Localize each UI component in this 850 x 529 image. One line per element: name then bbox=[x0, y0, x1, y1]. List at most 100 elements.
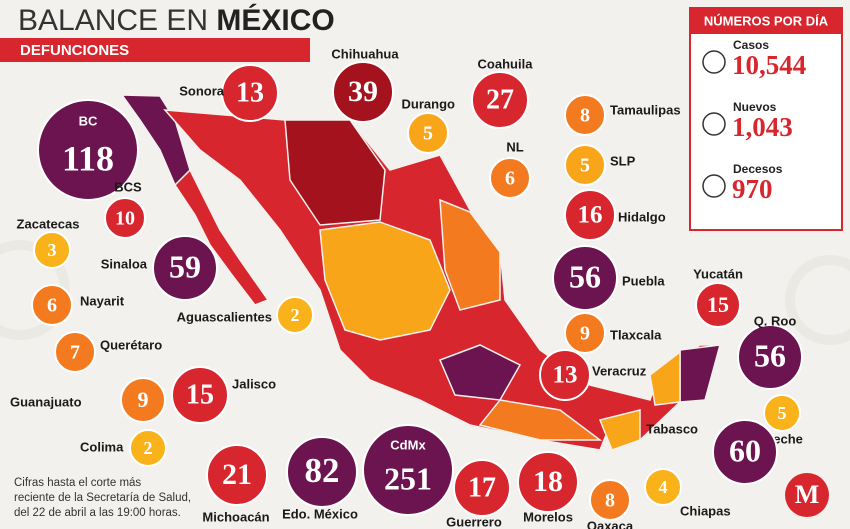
state-bubble bbox=[489, 157, 531, 199]
state-deaths: 9 bbox=[138, 387, 149, 412]
state-name: CdMx bbox=[390, 437, 426, 452]
yucatan-area bbox=[679, 344, 722, 403]
campeche-area bbox=[649, 350, 681, 406]
state-bubble bbox=[206, 444, 268, 506]
state-name: Q. Roo bbox=[754, 313, 797, 328]
sidebar-title: NÚMEROS POR DÍA bbox=[704, 13, 829, 28]
state-bubble bbox=[120, 377, 166, 423]
state-deaths: 56 bbox=[569, 258, 601, 294]
state-bubble bbox=[453, 459, 511, 517]
state-deaths: 82 bbox=[305, 451, 340, 490]
sidebar-value: 1,043 bbox=[732, 112, 793, 142]
subtitle: DEFUNCIONES bbox=[20, 42, 129, 59]
state-name: Edo. México bbox=[282, 506, 358, 521]
state-bubble bbox=[152, 235, 218, 301]
state-name: Tlaxcala bbox=[610, 327, 662, 342]
state-deaths: 5 bbox=[580, 155, 590, 177]
logo: M bbox=[795, 480, 820, 509]
state-deaths: 9 bbox=[580, 323, 590, 345]
state-name: Guerrero bbox=[446, 514, 502, 529]
state-name: Michoacán bbox=[202, 509, 269, 524]
state-deaths: 5 bbox=[778, 403, 787, 423]
state-bubble bbox=[589, 479, 631, 521]
state-name: Nayarit bbox=[80, 293, 125, 308]
sidebar-label: Decesos bbox=[733, 162, 783, 176]
state-bubble bbox=[564, 312, 606, 354]
state-bubble bbox=[644, 468, 682, 506]
northeast-area bbox=[439, 198, 501, 311]
sidebar-icon bbox=[702, 174, 726, 198]
state-name: Coahuila bbox=[478, 56, 534, 71]
state-bubble bbox=[539, 349, 591, 401]
state-deaths: 16 bbox=[578, 202, 603, 229]
state-name: NL bbox=[506, 139, 523, 154]
footnote-line: del 22 de abril a las 19:00 horas. bbox=[14, 507, 181, 519]
state-name: Querétaro bbox=[100, 337, 162, 352]
sidebar-label: Nuevos bbox=[733, 100, 777, 114]
state-bubble bbox=[129, 429, 167, 467]
state-name: Veracruz bbox=[592, 363, 647, 378]
state-name: Zacatecas bbox=[17, 216, 80, 231]
state-bubble bbox=[332, 61, 394, 123]
state-bubble bbox=[517, 451, 579, 513]
state-bubble bbox=[552, 245, 618, 311]
state-deaths: 27 bbox=[486, 84, 514, 115]
sidebar-icon bbox=[702, 50, 726, 74]
state-bubble bbox=[54, 331, 96, 373]
state-bubble bbox=[564, 144, 606, 186]
title-bold: MÉXICO bbox=[216, 3, 334, 37]
sidebar-box bbox=[689, 7, 843, 231]
footnote-line: reciente de la Secretaría de Salud, bbox=[14, 492, 191, 504]
state-name: Sinaloa bbox=[101, 256, 148, 271]
state-name: SLP bbox=[610, 153, 636, 168]
state-deaths: 6 bbox=[505, 168, 515, 190]
state-name: Morelos bbox=[523, 509, 573, 524]
state-bubble bbox=[221, 64, 279, 122]
state-bubble bbox=[564, 189, 616, 241]
state-name: Durango bbox=[402, 96, 456, 111]
state-bubble bbox=[407, 112, 449, 154]
state-deaths: 3 bbox=[48, 240, 57, 260]
state-deaths: 13 bbox=[553, 362, 578, 389]
chiapas-area bbox=[598, 409, 641, 451]
state-name: Puebla bbox=[622, 273, 665, 288]
state-name: Sonora bbox=[179, 83, 225, 98]
state-deaths: 59 bbox=[169, 248, 201, 284]
state-bubble bbox=[695, 282, 741, 328]
map bbox=[120, 94, 722, 451]
state-bubble bbox=[763, 394, 801, 432]
state-deaths: 17 bbox=[468, 472, 496, 503]
state-name: Oaxaca bbox=[587, 518, 634, 529]
state-name: Colima bbox=[80, 439, 124, 454]
state-bubble bbox=[286, 436, 358, 508]
state-bubble bbox=[33, 231, 71, 269]
state-deaths: 2 bbox=[291, 305, 300, 325]
state-bubble bbox=[171, 366, 229, 424]
footnote-line: Cifras hasta el corte más bbox=[14, 477, 141, 489]
oaxaca-area bbox=[478, 399, 603, 441]
state-name: Chihuahua bbox=[331, 46, 399, 61]
state-name: Tabasco bbox=[646, 421, 698, 436]
state-deaths: 56 bbox=[754, 337, 786, 373]
state-bubble bbox=[564, 94, 606, 136]
state-name: Yucatán bbox=[693, 266, 743, 281]
state-deaths: 2 bbox=[144, 438, 153, 458]
state-deaths: 10 bbox=[115, 208, 135, 230]
sidebar-value: 970 bbox=[732, 174, 773, 204]
state-bubble bbox=[37, 99, 139, 201]
state-name: Hidalgo bbox=[618, 209, 666, 224]
footnote: Cifras hasta el corte más reciente de la … bbox=[14, 477, 191, 519]
state-name: Tamaulipas bbox=[610, 102, 681, 117]
state-bubble bbox=[276, 296, 314, 334]
title: BALANCE EN MÉXICO bbox=[18, 3, 335, 37]
state-name: Chiapas bbox=[680, 503, 731, 518]
state-deaths: 15 bbox=[186, 379, 214, 410]
state-deaths: 8 bbox=[580, 105, 590, 127]
state-name: BC bbox=[79, 113, 98, 128]
state-deaths: 5 bbox=[423, 123, 433, 145]
state-deaths: 18 bbox=[533, 465, 563, 498]
state-deaths: 21 bbox=[222, 458, 252, 491]
state-deaths: 6 bbox=[47, 295, 57, 317]
